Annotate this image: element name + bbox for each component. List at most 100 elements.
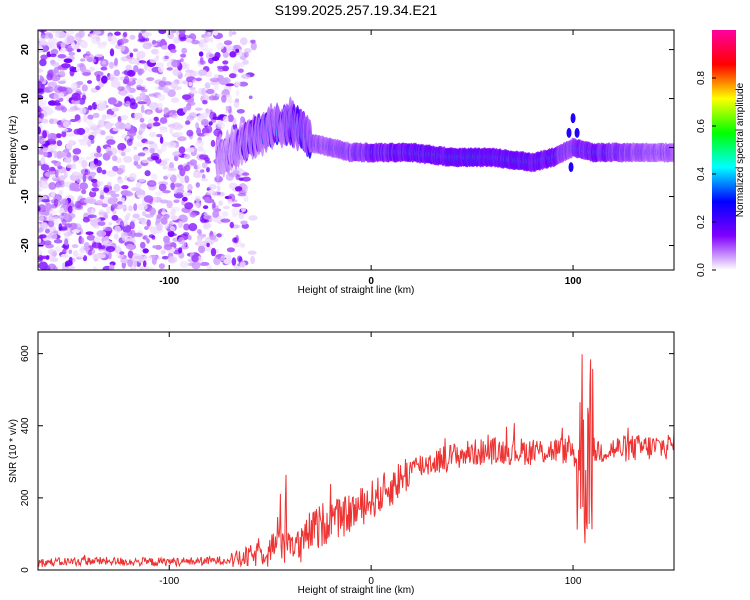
spectrogram-noise-cell bbox=[185, 103, 192, 111]
spectrogram-noise-cell bbox=[198, 245, 206, 254]
spectrogram-noise-cell bbox=[209, 77, 220, 83]
spectrogram-noise-cell bbox=[77, 63, 84, 67]
spectrogram-noise-cell bbox=[118, 164, 126, 169]
spectrogram-noise-cell bbox=[187, 183, 193, 192]
spectrogram-noise-cell bbox=[212, 209, 220, 218]
spectrogram-noise-cell bbox=[85, 51, 91, 57]
spectrogram-noise-cell bbox=[182, 106, 188, 113]
spectrogram-noise-cell bbox=[76, 253, 85, 259]
spectrogram-noise-cell bbox=[173, 188, 179, 195]
spectrogram-noise-cell bbox=[195, 77, 202, 82]
spectrogram-noise-cell bbox=[164, 55, 169, 60]
spectrogram-noise-cell bbox=[76, 48, 81, 53]
spectrogram-noise-cell bbox=[196, 234, 203, 243]
spectrogram-noise-cell bbox=[182, 192, 192, 197]
spectrogram-noise-cell bbox=[206, 167, 210, 173]
spectrogram-noise-cell bbox=[161, 45, 169, 50]
spectrogram-noise-cell bbox=[156, 133, 163, 138]
spectrogram-noise-cell bbox=[44, 86, 54, 93]
spectrogram-noise-cell bbox=[42, 264, 51, 270]
spectrogram-noise-cell bbox=[199, 261, 210, 266]
spectrogram-noise-cell bbox=[153, 116, 159, 122]
spectrogram-noise-cell bbox=[53, 150, 58, 159]
spectrogram-noise-cell bbox=[40, 164, 50, 171]
spectrogram-noise-cell bbox=[142, 248, 149, 254]
spectrogram-noise-cell bbox=[63, 212, 69, 221]
spectrogram-noise-cell bbox=[136, 86, 146, 91]
spectrogram-noise-cell bbox=[96, 166, 103, 174]
spectrogram-noise-cell bbox=[133, 203, 138, 212]
spectrogram-noise-cell bbox=[225, 46, 234, 51]
spectrogram-noise-cell bbox=[191, 261, 201, 270]
spectrogram-noise-cell bbox=[137, 68, 143, 76]
spectrogram-noise-cell bbox=[144, 170, 151, 177]
spectrogram-noise-cell bbox=[94, 71, 104, 77]
spectrogram-noise-cell bbox=[159, 136, 164, 144]
spectrogram-noise-cell bbox=[113, 183, 121, 192]
spectrogram-noise-cell bbox=[201, 34, 206, 38]
spectrogram-noise-cell bbox=[171, 59, 181, 68]
spectrogram-noise-cell bbox=[58, 189, 64, 195]
spectrogram-noise-cell bbox=[166, 173, 173, 178]
spectrogram-noise-cell bbox=[196, 164, 202, 169]
spectrogram-spike-cell bbox=[566, 127, 572, 138]
spectrogram-noise-cell bbox=[66, 133, 75, 137]
spectrogram-noise-cell bbox=[184, 175, 190, 184]
spectrogram-noise-cell bbox=[71, 41, 76, 49]
spectrogram-noise-cell bbox=[54, 169, 59, 178]
spectrogram-noise-cell bbox=[232, 170, 240, 175]
spectrogram-noise-cell bbox=[53, 198, 59, 207]
spectrogram-noise-cell bbox=[250, 39, 256, 44]
spectrogram-noise-cell bbox=[143, 255, 153, 261]
spectrogram-noise-cell bbox=[38, 223, 41, 229]
spectrogram-noise-cell bbox=[136, 134, 143, 140]
spectrogram-noise-cell bbox=[115, 121, 124, 129]
spectrogram-noise-cell bbox=[58, 226, 68, 231]
spectrogram-noise-cell bbox=[71, 171, 81, 176]
spectrogram-noise-cell bbox=[62, 149, 70, 153]
spectrogram-noise-cell bbox=[148, 234, 155, 239]
spectrogram-noise-cell bbox=[172, 86, 182, 91]
y-tick-label: 600 bbox=[20, 345, 31, 362]
spectrogram-noise-cell bbox=[198, 51, 204, 57]
spectrogram-noise-cell bbox=[195, 107, 203, 111]
spectrogram-spike-cell bbox=[574, 127, 580, 138]
spectrogram-noise-cell bbox=[235, 89, 240, 97]
spectrogram-noise-cell bbox=[106, 150, 113, 157]
spectrogram-noise-cell bbox=[208, 184, 217, 190]
spectrogram-noise-cell bbox=[136, 164, 142, 169]
spectrogram-noise-cell bbox=[159, 117, 168, 124]
spectrogram-noise-cell bbox=[169, 225, 176, 232]
spectrogram-noise-cell bbox=[167, 255, 178, 264]
spectrogram-noise-cell bbox=[98, 103, 107, 111]
spectrogram-noise-cell bbox=[160, 249, 166, 255]
spectrogram-noise-cell bbox=[186, 115, 195, 121]
spectrogram-noise-cell bbox=[92, 265, 97, 270]
spectrogram-noise-cell bbox=[238, 68, 244, 73]
spectrogram-noise-cell bbox=[110, 193, 120, 198]
spectrogram-noise-cell bbox=[112, 113, 117, 118]
spectrogram-noise-cell bbox=[225, 105, 230, 112]
spectrogram-noise-cell bbox=[238, 81, 249, 87]
spectrogram-noise-cell bbox=[118, 44, 126, 52]
spectrogram-noise-cell bbox=[234, 186, 243, 192]
spectrogram-noise-cell bbox=[133, 65, 139, 73]
spectrogram-noise-cell bbox=[57, 121, 64, 128]
spectrogram-noise-cell bbox=[160, 217, 168, 225]
spectrogram-noise-cell bbox=[61, 244, 68, 249]
spectrogram-noise-cell bbox=[210, 247, 217, 257]
spectrogram-noise-cell bbox=[149, 207, 157, 216]
spectrogram-noise-cell bbox=[169, 48, 177, 53]
spectrogram-noise-cell bbox=[55, 246, 61, 252]
spectrogram-noise-cell bbox=[182, 241, 187, 248]
spectrogram-noise-cell bbox=[140, 241, 146, 249]
spectrogram-noise-cell bbox=[67, 205, 73, 214]
spectrogram-noise-cell bbox=[195, 122, 200, 129]
colorbar: 0.0 0.2 0.4 0.6 0.8 Normalized spectral ampl… bbox=[696, 30, 746, 277]
spectrogram-noise-cell bbox=[216, 233, 222, 238]
spectrogram-noise-cell bbox=[79, 182, 89, 190]
spectrogram-noise-cell bbox=[109, 61, 114, 69]
spectrogram-noise-cell bbox=[187, 234, 192, 241]
spectrogram-noise-cell bbox=[133, 259, 138, 268]
